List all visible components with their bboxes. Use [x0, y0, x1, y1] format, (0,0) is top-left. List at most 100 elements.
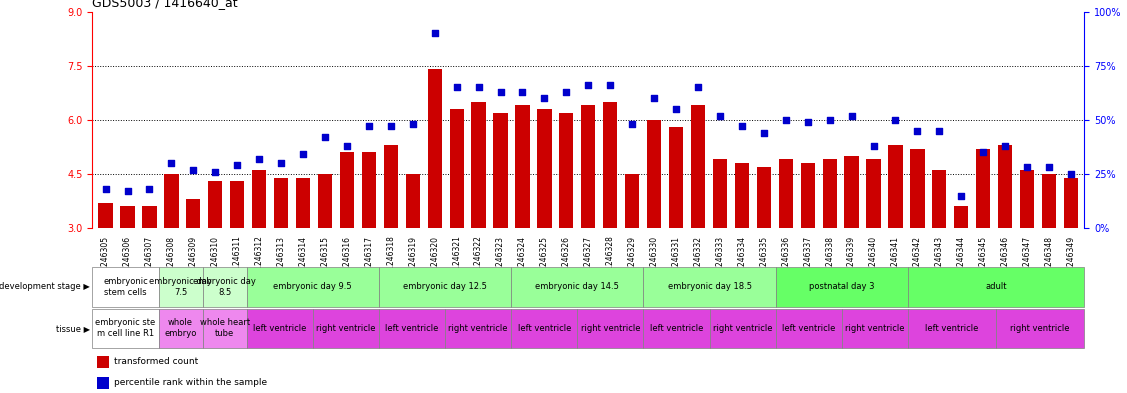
Point [162, 160, 180, 166]
Bar [121, 206, 134, 228]
Bar [691, 105, 706, 228]
Point [447, 84, 465, 90]
Point [535, 95, 553, 101]
Bar [908, 309, 996, 348]
Point [689, 84, 707, 90]
Text: embryonic day 9.5: embryonic day 9.5 [274, 283, 352, 291]
Bar [313, 309, 379, 348]
Point [382, 123, 400, 130]
Bar [92, 267, 159, 307]
Bar [625, 174, 639, 228]
Bar [142, 206, 157, 228]
Bar [471, 102, 486, 228]
Text: left ventricle: left ventricle [650, 324, 703, 332]
Point [601, 82, 619, 88]
Point [360, 123, 378, 130]
Point [228, 162, 246, 168]
Bar [867, 160, 880, 228]
Point [558, 89, 576, 95]
Bar [842, 309, 908, 348]
Bar [515, 105, 530, 228]
Point [755, 130, 773, 136]
Bar [1064, 178, 1079, 228]
Point [645, 95, 663, 101]
Text: embryonic day
8.5: embryonic day 8.5 [193, 277, 256, 297]
Point [931, 127, 949, 134]
Text: embryonic day 12.5: embryonic day 12.5 [403, 283, 487, 291]
Text: right ventricle: right ventricle [580, 324, 640, 332]
Bar [159, 309, 203, 348]
Point [974, 149, 992, 156]
Bar [318, 174, 332, 228]
Bar [274, 178, 289, 228]
Bar [445, 309, 512, 348]
Point [711, 112, 729, 119]
Point [579, 82, 597, 88]
Point [316, 134, 334, 140]
Point [470, 84, 488, 90]
Bar [362, 152, 376, 228]
Bar [1020, 170, 1035, 228]
Text: postnatal day 3: postnatal day 3 [809, 283, 875, 291]
Bar [908, 267, 1084, 307]
Text: tissue ▶: tissue ▶ [55, 324, 90, 332]
Text: right ventricle: right ventricle [449, 324, 508, 332]
Text: GDS5003 / 1416640_at: GDS5003 / 1416640_at [92, 0, 238, 9]
Point [272, 160, 290, 166]
Bar [779, 160, 793, 228]
Text: left ventricle: left ventricle [385, 324, 438, 332]
Bar [888, 145, 903, 228]
Point [206, 169, 224, 175]
Bar [165, 174, 178, 228]
Text: whole
embryo: whole embryo [165, 318, 197, 338]
Bar [712, 160, 727, 228]
Bar [159, 267, 203, 307]
Bar [186, 199, 201, 228]
Bar [203, 309, 247, 348]
Bar [512, 267, 644, 307]
Bar [996, 309, 1084, 348]
Text: percentile rank within the sample: percentile rank within the sample [114, 378, 267, 387]
Point [908, 127, 926, 134]
Point [864, 143, 882, 149]
Bar [644, 309, 710, 348]
Point [733, 123, 751, 130]
Text: embryonic ste
m cell line R1: embryonic ste m cell line R1 [96, 318, 156, 338]
Bar [296, 178, 310, 228]
Point [118, 188, 136, 195]
Bar [427, 70, 442, 228]
Bar [844, 156, 859, 228]
Bar [911, 149, 924, 228]
Point [1040, 164, 1058, 171]
Text: development stage ▶: development stage ▶ [0, 283, 90, 291]
Point [141, 186, 159, 192]
Text: right ventricle: right ventricle [1010, 324, 1070, 332]
Point [338, 143, 356, 149]
Text: whole heart
tube: whole heart tube [199, 318, 250, 338]
Bar [379, 267, 512, 307]
Point [97, 186, 115, 192]
Point [491, 89, 509, 95]
Point [996, 143, 1014, 149]
Bar [97, 376, 109, 389]
Bar [955, 206, 968, 228]
Text: left ventricle: left ventricle [782, 324, 835, 332]
Bar [203, 267, 247, 307]
Bar [340, 152, 354, 228]
Text: adult: adult [985, 283, 1006, 291]
Bar [775, 309, 842, 348]
Bar [644, 267, 775, 307]
Text: right ventricle: right ventricle [845, 324, 905, 332]
Text: right ventricle: right ventricle [316, 324, 375, 332]
Text: embryonic day
7.5: embryonic day 7.5 [149, 277, 212, 297]
Bar [450, 109, 464, 228]
Point [403, 121, 421, 127]
Point [843, 112, 861, 119]
Text: transformed count: transformed count [114, 357, 198, 366]
Text: left ventricle: left ventricle [517, 324, 571, 332]
Bar [92, 309, 159, 348]
Bar [932, 170, 947, 228]
Text: right ventricle: right ventricle [712, 324, 772, 332]
Point [952, 192, 970, 198]
Point [777, 117, 795, 123]
